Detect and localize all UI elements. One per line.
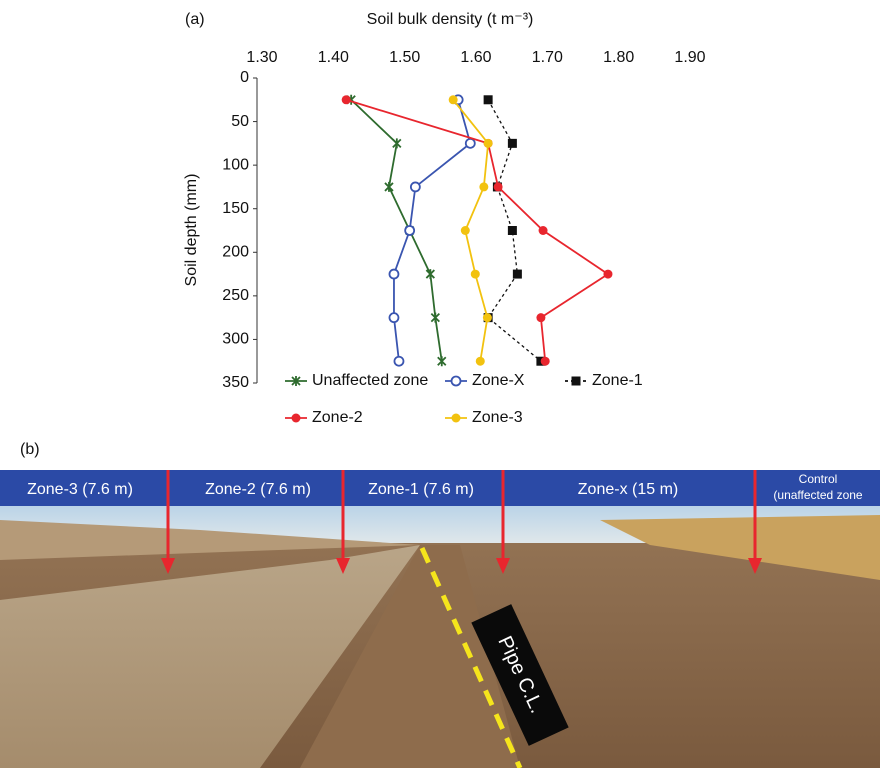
control-label: Control <box>799 472 838 486</box>
marker <box>536 313 546 323</box>
sign-board <box>471 604 569 746</box>
marker <box>392 138 402 149</box>
legend-marker <box>291 413 301 423</box>
legend-marker <box>291 376 301 386</box>
zone-label: Zone-x (15 m) <box>578 481 678 498</box>
marker <box>341 95 351 105</box>
legend-label: Zone-2 <box>312 409 363 426</box>
marker <box>388 312 400 324</box>
marker <box>483 95 493 105</box>
marker <box>479 182 489 192</box>
photo-hill <box>0 520 420 560</box>
y-tick-label: 50 <box>231 113 249 130</box>
y-axis-title: Soil depth (mm) <box>183 174 200 287</box>
pipe-line <box>419 546 523 768</box>
zone-label: Zone-3 (7.6 m) <box>27 481 133 498</box>
marker <box>470 269 480 279</box>
x-tick-label: 1.40 <box>318 49 349 66</box>
zone-label: Zone-2 (7.6 m) <box>205 481 311 498</box>
arrow-head <box>161 558 175 574</box>
legend-marker <box>571 376 581 386</box>
y-tick-label: 350 <box>222 374 249 391</box>
marker <box>460 226 470 235</box>
marker <box>437 356 447 367</box>
x-tick-label: 1.30 <box>246 49 277 66</box>
x-tick-label: 1.80 <box>603 49 634 66</box>
x-tick-label: 1.60 <box>460 49 491 66</box>
arrows <box>161 470 762 574</box>
marker <box>512 269 522 279</box>
marker <box>388 268 400 280</box>
photo-crop <box>600 515 880 580</box>
legend-marker <box>451 413 461 423</box>
legend-marker <box>450 375 462 387</box>
arrow-head <box>496 558 510 574</box>
legend-label: Zone-3 <box>472 409 523 426</box>
series-line <box>345 98 610 362</box>
marker <box>507 138 517 148</box>
photo-road <box>0 545 420 768</box>
marker <box>483 138 493 148</box>
panel-label: (b) <box>20 441 40 458</box>
marker <box>425 269 435 280</box>
marker <box>384 181 394 192</box>
chart-title: Soil bulk density (t m⁻³) <box>367 11 534 28</box>
arrow-head <box>748 558 762 574</box>
marker <box>409 181 421 193</box>
photo: Pipe C.L. Zone-3 (7.6 m) Zone-2 (7.6 m) … <box>0 470 880 768</box>
marker <box>482 313 492 323</box>
legend-label: Unaffected zone <box>312 372 428 389</box>
x-tick-label: 1.90 <box>674 49 705 66</box>
marker <box>538 226 548 235</box>
photo-trench <box>300 545 520 768</box>
marker <box>507 226 517 235</box>
y-tick-label: 150 <box>222 200 249 217</box>
marker <box>540 356 550 366</box>
marker <box>393 355 405 367</box>
x-tick-label: 1.70 <box>532 49 563 66</box>
y-tick-label: 250 <box>222 287 249 304</box>
y-tick-label: 200 <box>222 244 249 261</box>
y-tick-label: 300 <box>222 331 249 348</box>
marker <box>475 356 485 366</box>
y-tick-label: 0 <box>240 69 249 86</box>
legend-label: Zone-X <box>472 372 525 389</box>
marker <box>430 312 440 323</box>
legend-label: Zone-1 <box>592 372 643 389</box>
marker <box>603 269 613 279</box>
marker <box>493 182 503 192</box>
marker <box>448 95 458 105</box>
control-label: (unaffected zone <box>773 488 863 502</box>
marker <box>404 225 416 236</box>
zone-label: Zone-1 (7.6 m) <box>368 481 474 498</box>
x-tick-label: 1.50 <box>389 49 420 66</box>
arrow-head <box>336 558 350 574</box>
photo-header <box>0 470 880 506</box>
marker <box>464 137 476 149</box>
y-tick-label: 100 <box>222 156 249 173</box>
panel-label: (a) <box>185 11 205 28</box>
